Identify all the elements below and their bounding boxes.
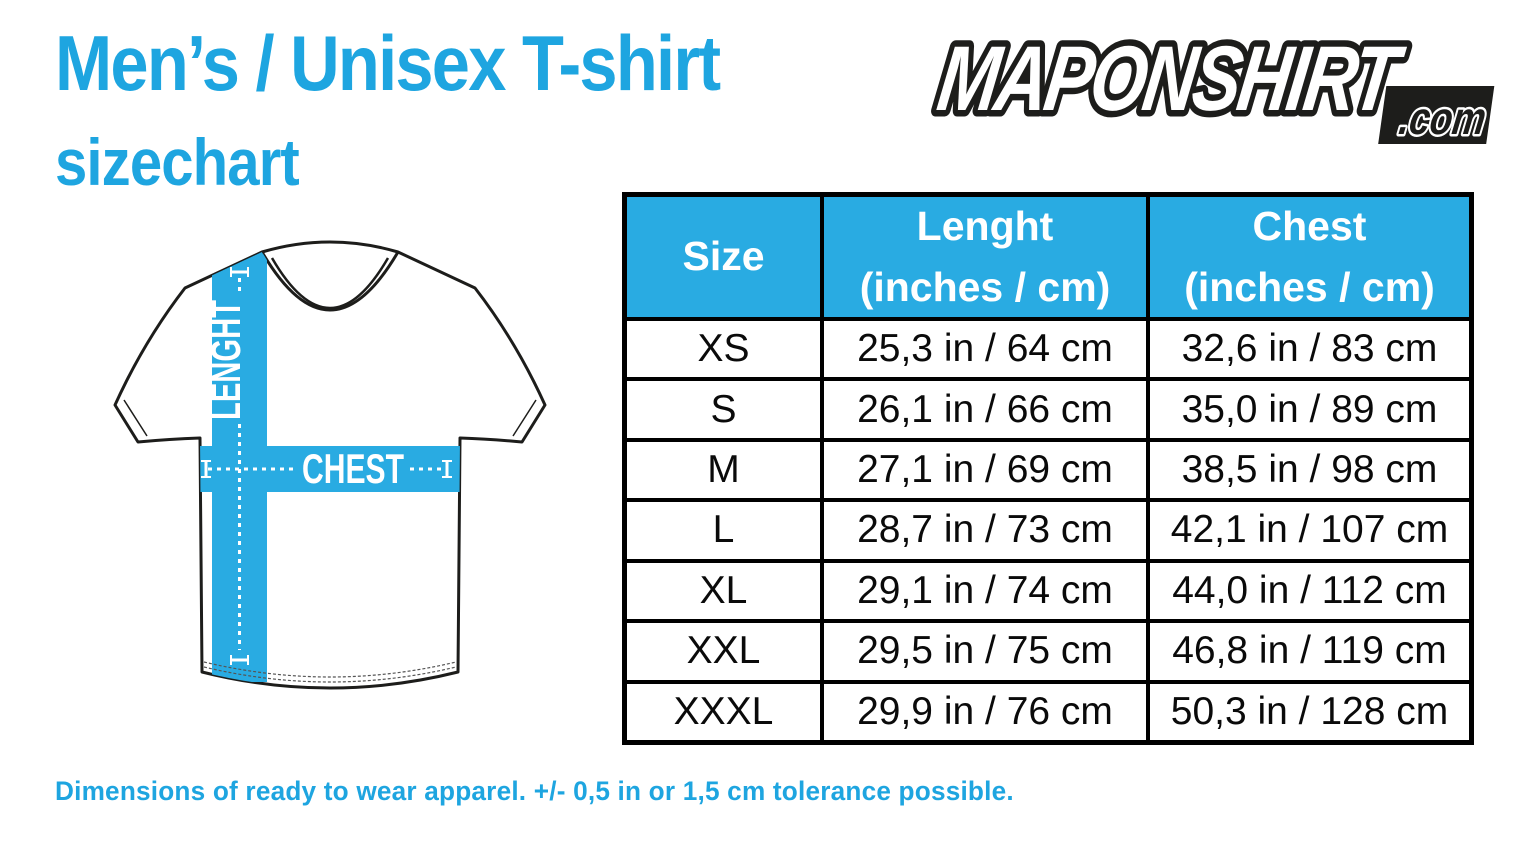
chest-cell: 44,0 in / 112 cm bbox=[1150, 562, 1469, 620]
size-cell: M bbox=[627, 441, 820, 499]
chest-band bbox=[198, 446, 462, 492]
length-cell: 27,1 in / 69 cm bbox=[824, 441, 1146, 499]
column-header-length-sub: (inches / cm) bbox=[859, 264, 1111, 310]
chest-cell: 32,6 in / 83 cm bbox=[1150, 321, 1469, 378]
column-header-size-label: Size bbox=[682, 233, 765, 280]
hem-stitch-line bbox=[203, 661, 457, 678]
brand-logo-suffix: .com bbox=[1396, 92, 1489, 144]
hem-stitch-line-2 bbox=[203, 666, 457, 683]
length-cell: 29,9 in / 76 cm bbox=[824, 683, 1146, 740]
size-cell: L bbox=[627, 502, 820, 559]
chest-cell: 42,1 in / 107 cm bbox=[1150, 502, 1469, 559]
column-header-length-title: Lenght bbox=[916, 202, 1054, 249]
column-header-chest: Chest (inches / cm) bbox=[1150, 197, 1469, 317]
logo-com-badge bbox=[1378, 86, 1495, 144]
size-cell: XL bbox=[627, 562, 820, 620]
column-header-chest-title: Chest bbox=[1252, 202, 1367, 249]
length-cell: 28,7 in / 73 cm bbox=[824, 502, 1146, 559]
length-cell: 29,1 in / 74 cm bbox=[824, 562, 1146, 620]
size-cell: S bbox=[627, 381, 820, 438]
brand-logo: MAPONSHIRT .com bbox=[926, 20, 1495, 146]
size-cell: XS bbox=[627, 321, 820, 378]
page-title: Men’s / Unisex T-shirt sizechart bbox=[55, 24, 810, 195]
tshirt-diagram: LENGHT CHEST bbox=[113, 240, 547, 690]
length-cell: 29,5 in / 75 cm bbox=[824, 623, 1146, 680]
length-cell: 25,3 in / 64 cm bbox=[824, 321, 1146, 378]
size-cell: XXL bbox=[627, 623, 820, 680]
chest-measure-line bbox=[201, 460, 452, 478]
right-cuff-seam bbox=[512, 399, 537, 437]
chest-cell: 50,3 in / 128 cm bbox=[1150, 683, 1469, 740]
left-cuff-seam bbox=[123, 399, 148, 437]
column-header-size: Size bbox=[627, 197, 820, 317]
length-label: LENGHT bbox=[202, 300, 249, 420]
column-header-length: Lenght (inches / cm) bbox=[824, 197, 1146, 317]
collar-back-line bbox=[261, 240, 399, 254]
size-chart-table: Size Lenght (inches / cm) Chest (inches … bbox=[622, 192, 1474, 745]
size-cell: XXXL bbox=[627, 683, 820, 740]
title-line-1: Men’s / Unisex T-shirt bbox=[55, 19, 721, 107]
brand-logo-text: MAPONSHIRT bbox=[932, 26, 1410, 129]
chest-cell: 46,8 in / 119 cm bbox=[1150, 623, 1469, 680]
tolerance-note: Dimensions of ready to wear apparel. +/-… bbox=[55, 776, 1014, 806]
title-line-2: sizechart bbox=[55, 125, 300, 199]
collar-inner-line bbox=[270, 257, 390, 310]
chest-label: CHEST bbox=[302, 445, 404, 492]
length-cell: 26,1 in / 66 cm bbox=[824, 381, 1146, 438]
chest-cell: 38,5 in / 98 cm bbox=[1150, 441, 1469, 499]
length-measure-line bbox=[230, 267, 249, 665]
chest-cell: 35,0 in / 89 cm bbox=[1150, 381, 1469, 438]
column-header-chest-sub: (inches / cm) bbox=[1184, 264, 1435, 310]
